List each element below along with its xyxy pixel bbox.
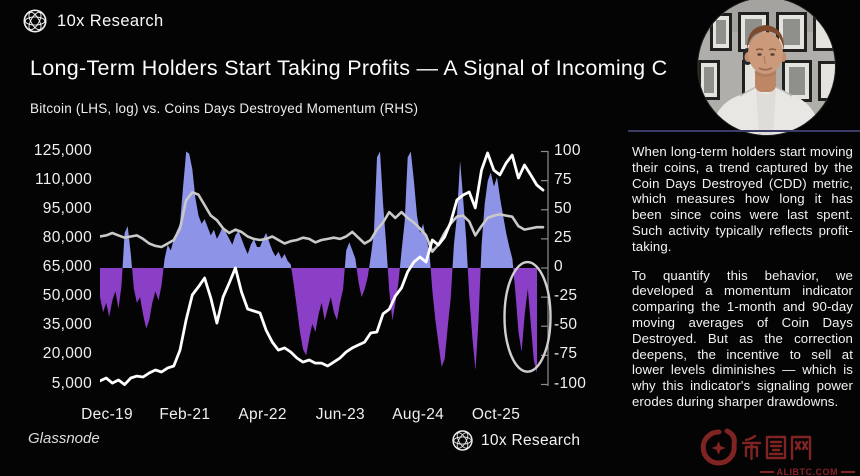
watermark-url: ALIBTC.COM	[776, 467, 838, 476]
lhs-tick-label: 80,000	[42, 228, 92, 246]
cjk-site-name-glyphs	[741, 434, 812, 461]
rhs-tick-label: 100	[554, 141, 581, 159]
data-source: Glassnode	[28, 430, 100, 447]
lhs-tick-label: 65,000	[42, 258, 92, 275]
panel-divider	[628, 130, 860, 132]
x-tick-label: Apr-22	[238, 406, 287, 423]
lhs-tick-label: 50,000	[42, 287, 92, 305]
red-swirl-badge-icon	[700, 428, 737, 466]
rhs-tick-label: 25	[554, 228, 572, 246]
lhs-tick-label: 35,000	[42, 316, 92, 334]
presenter-figure	[710, 25, 822, 135]
lhs-tick-label: 5,000	[51, 374, 92, 392]
brand-name: 10x Research	[57, 11, 164, 30]
commentary-paragraph-1: When long-term holders start moving thei…	[632, 144, 853, 254]
footer-brand-name: 10x Research	[481, 431, 581, 449]
lhs-tick-label: 110,000	[35, 170, 92, 188]
rhs-tick-label: 0	[554, 258, 563, 275]
globe-lattice-icon	[452, 430, 473, 451]
price-momentum-chart	[100, 150, 552, 387]
site-watermark: ALIBTC.COM	[694, 425, 860, 476]
footer-brand: 10x Research	[451, 429, 580, 452]
rhs-tick-label: -50	[554, 316, 578, 334]
chart-subtitle: Bitcoin (LHS, log) vs. Coins Days Destro…	[30, 101, 419, 116]
lhs-tick-label: 125,000	[33, 141, 92, 159]
x-tick-label: Feb-21	[159, 406, 211, 423]
rhs-tick-label: 50	[554, 199, 572, 217]
brand-logo: 10x Research	[22, 8, 164, 34]
watermark-dash	[759, 471, 774, 473]
commentary-paragraph-2: To quantify this behavior, we developed …	[632, 267, 853, 409]
page-title: Long-Term Holders Start Taking Profits —…	[30, 56, 668, 80]
rhs-tick-label: -25	[554, 287, 578, 305]
rhs-tick-label: 75	[554, 170, 572, 188]
x-tick-label: Oct-25	[471, 406, 521, 423]
watermark-dash	[841, 471, 855, 473]
rhs-tick-label: -100	[554, 374, 587, 392]
commentary-panel: When long-term holders start moving thei…	[632, 144, 853, 423]
rhs-tick-label: -75	[554, 345, 578, 363]
x-tick-label: Dec-19	[81, 406, 133, 423]
x-tick-label: Jun-23	[315, 406, 365, 423]
presenter-webcam	[698, 0, 835, 135]
x-tick-label: Aug-24	[392, 406, 445, 423]
globe-lattice-icon	[23, 9, 47, 33]
lhs-tick-label: 95,000	[42, 199, 92, 217]
lhs-tick-label: 20,000	[42, 345, 92, 363]
presenter-portrait	[698, 0, 835, 135]
